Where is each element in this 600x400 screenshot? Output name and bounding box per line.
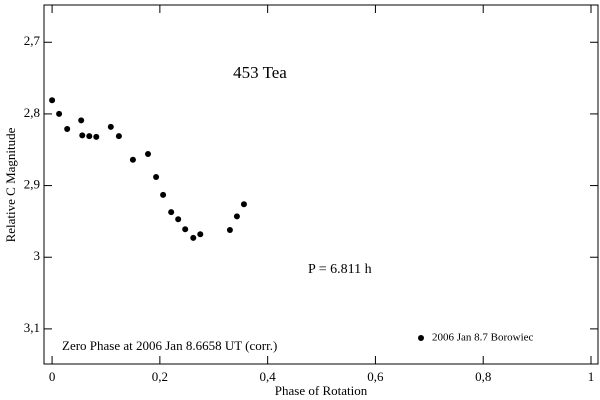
legend-label: 2006 Jan 8.7 Borowiec bbox=[432, 332, 534, 344]
data-point bbox=[175, 216, 182, 223]
data-point bbox=[107, 123, 114, 130]
data-point bbox=[115, 133, 122, 140]
y-tick-label: 3,1 bbox=[24, 320, 40, 335]
x-tick-label: 0,4 bbox=[260, 369, 277, 384]
data-point bbox=[86, 133, 93, 140]
data-point bbox=[56, 110, 63, 117]
y-tick-label: 2,7 bbox=[24, 33, 41, 48]
data-point bbox=[240, 201, 247, 208]
data-point bbox=[145, 151, 152, 158]
data-point bbox=[160, 191, 167, 198]
x-tick-label: 0,2 bbox=[152, 369, 168, 384]
data-point bbox=[182, 226, 189, 233]
chart-title: 453 Tea bbox=[233, 63, 287, 82]
data-point bbox=[49, 97, 56, 104]
data-point bbox=[197, 231, 204, 238]
data-point bbox=[190, 234, 197, 241]
x-axis-label: Phase of Rotation bbox=[275, 383, 368, 398]
data-point bbox=[226, 227, 233, 234]
data-point bbox=[168, 209, 175, 216]
x-tick-label: 1 bbox=[588, 369, 595, 384]
x-tick-label: 0 bbox=[49, 369, 56, 384]
data-point bbox=[233, 213, 240, 220]
data-point bbox=[153, 173, 160, 180]
data-point bbox=[129, 156, 136, 163]
annotation: P = 6.811 h bbox=[308, 262, 372, 277]
x-tick-label: 0,8 bbox=[475, 369, 491, 384]
data-point bbox=[79, 132, 86, 139]
x-tick-label: 0,6 bbox=[367, 369, 384, 384]
y-tick-label: 2,8 bbox=[24, 105, 40, 120]
y-tick-label: 3 bbox=[34, 248, 41, 263]
plot-frame bbox=[43, 4, 599, 365]
data-point bbox=[64, 125, 71, 132]
annotation: Zero Phase at 2006 Jan 8.6658 UT (corr.) bbox=[62, 338, 277, 353]
y-axis-label: Relative C Magnitude bbox=[3, 127, 18, 242]
data-point bbox=[93, 133, 100, 140]
legend-marker bbox=[418, 335, 424, 341]
y-tick-label: 2,9 bbox=[24, 177, 40, 192]
data-point bbox=[78, 117, 85, 124]
